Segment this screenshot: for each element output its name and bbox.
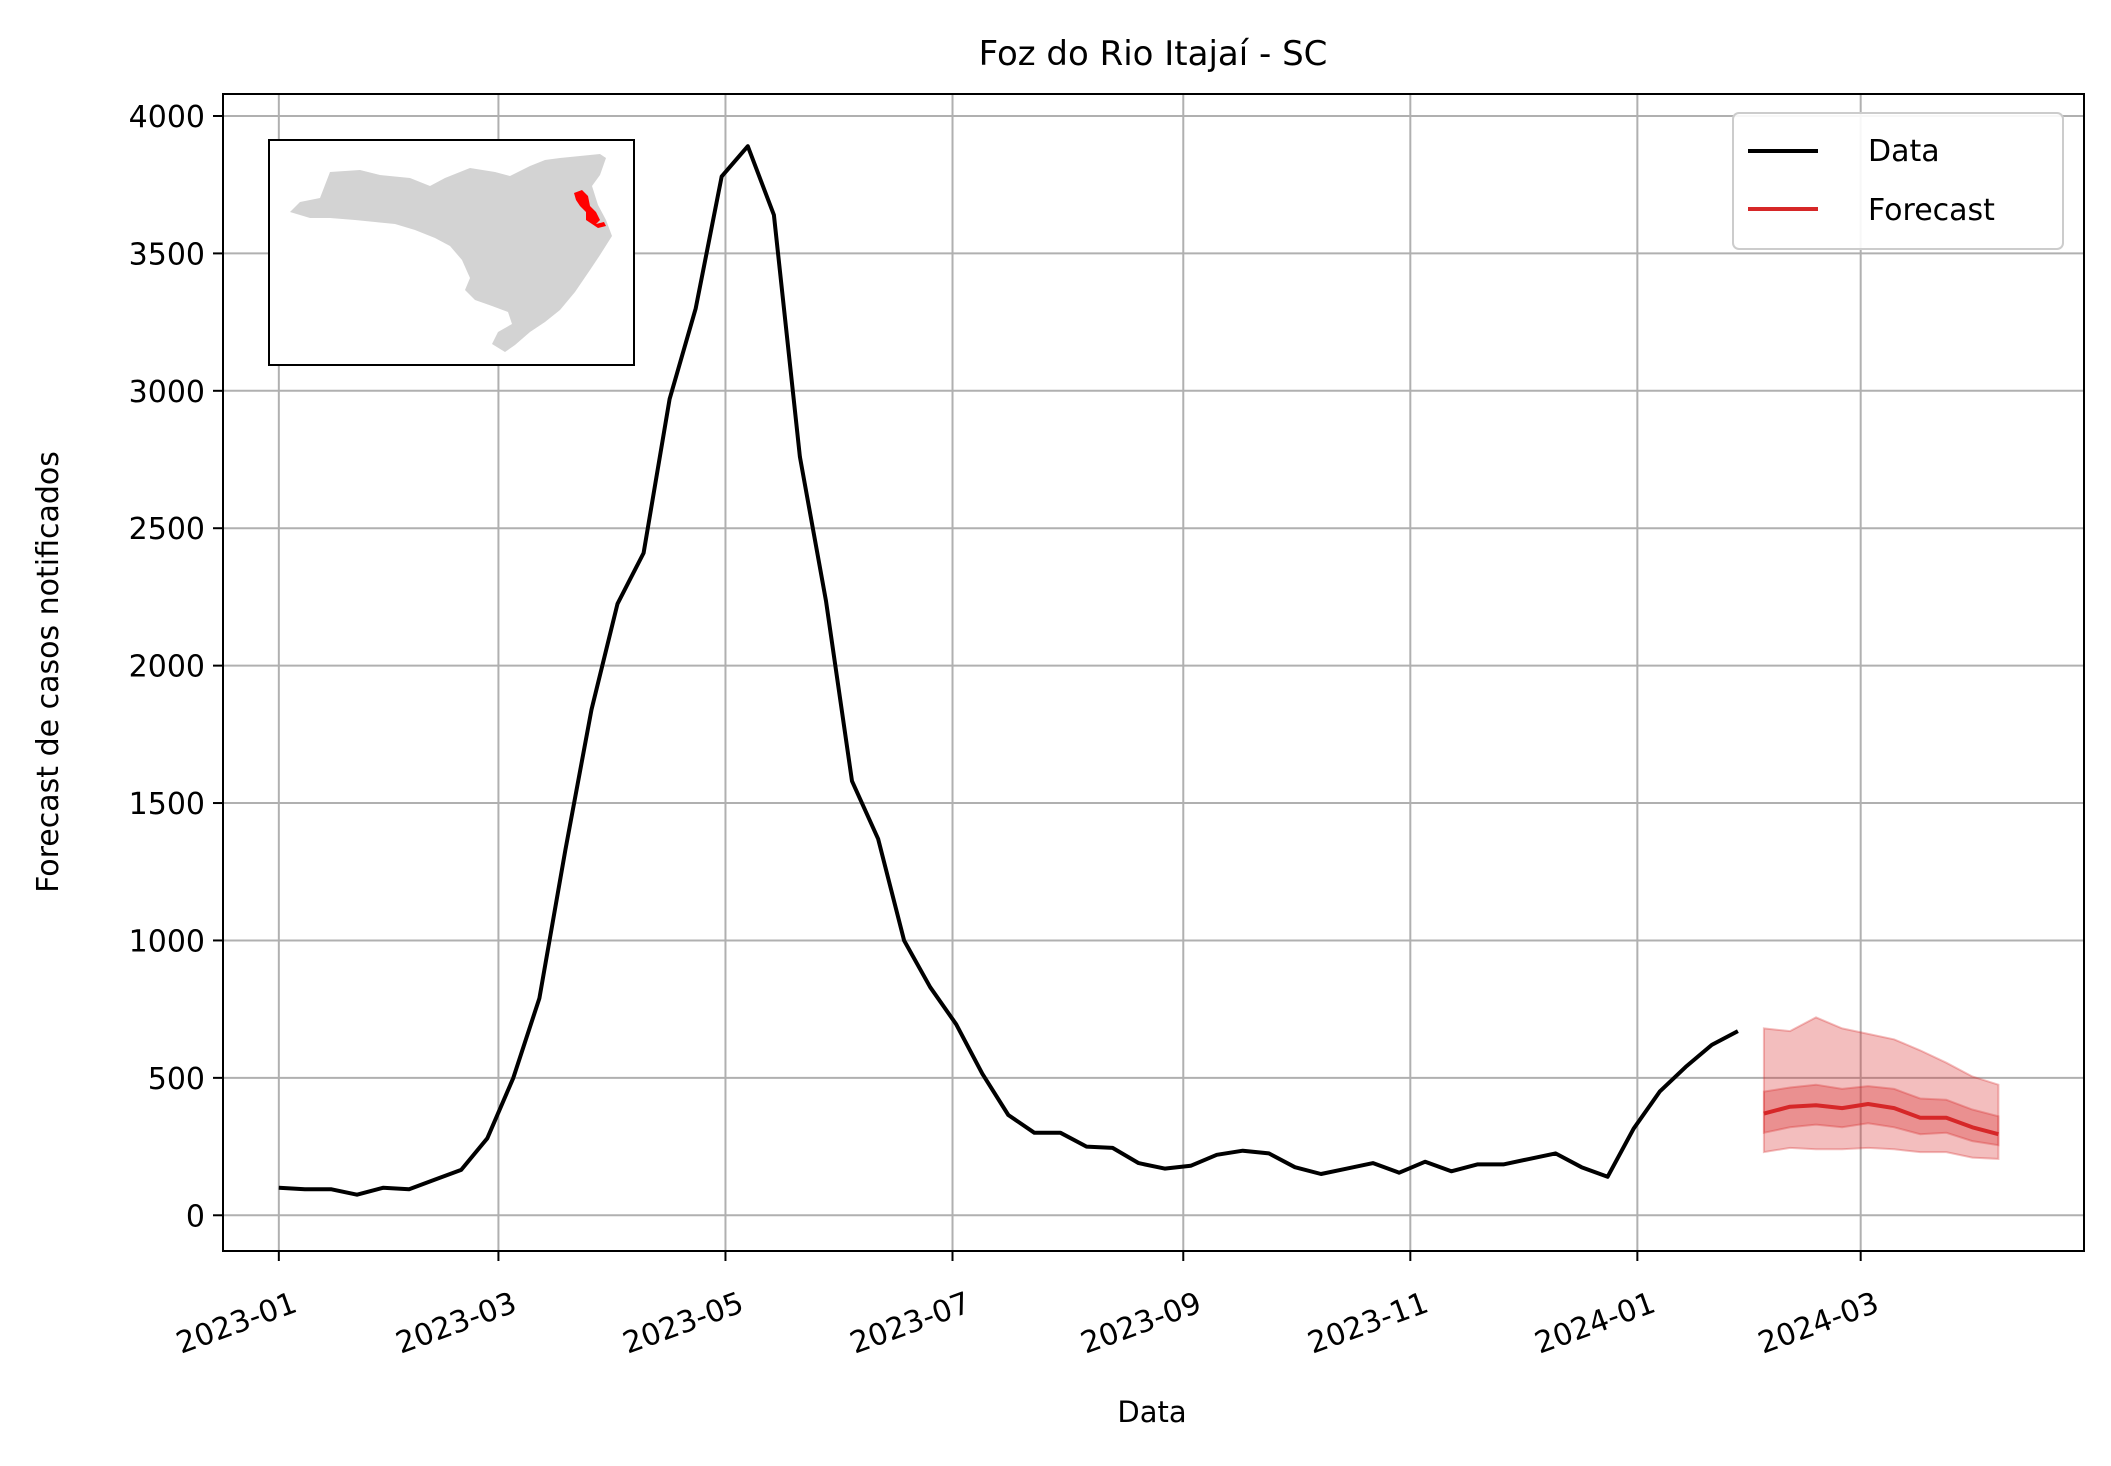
x-axis-label: Data [1117, 1395, 1186, 1429]
legend: Data Forecast [1732, 112, 2064, 250]
y-tick-label: 3000 [129, 375, 205, 410]
chart-title: Foz do Rio Itajaí - SC [979, 34, 1328, 74]
series-line-data [278, 144, 1739, 1197]
state-shape [290, 154, 612, 352]
legend-label-forecast: Forecast [1868, 193, 1995, 228]
y-axis-label: Forecast de casos notificados [31, 451, 66, 893]
axes-frame [222, 93, 2085, 1252]
y-tick-label: 0 [186, 1199, 205, 1234]
highlighted-region [574, 190, 606, 228]
forecast-inner-band [1762, 1083, 2000, 1147]
y-tick-label: 1500 [129, 787, 205, 822]
y-tick-label: 2500 [129, 512, 205, 547]
y-tick-label: 2000 [129, 650, 205, 685]
y-tick-label: 500 [148, 1062, 205, 1097]
series-lines [278, 144, 1999, 1197]
y-tick-label: 3500 [129, 237, 205, 272]
inset-map [268, 139, 635, 366]
y-axis: 0 500 1000 1500 2000 2500 3000 3500 4000 [129, 100, 223, 1234]
forecast-outer-band [1762, 1016, 2000, 1160]
forecast-bands [1762, 1016, 2000, 1160]
y-tick-label: 4000 [129, 100, 205, 135]
y-tick-label: 1000 [129, 924, 205, 959]
legend-label-data: Data [1868, 134, 1940, 169]
series-line-forecast [1763, 1102, 1999, 1137]
